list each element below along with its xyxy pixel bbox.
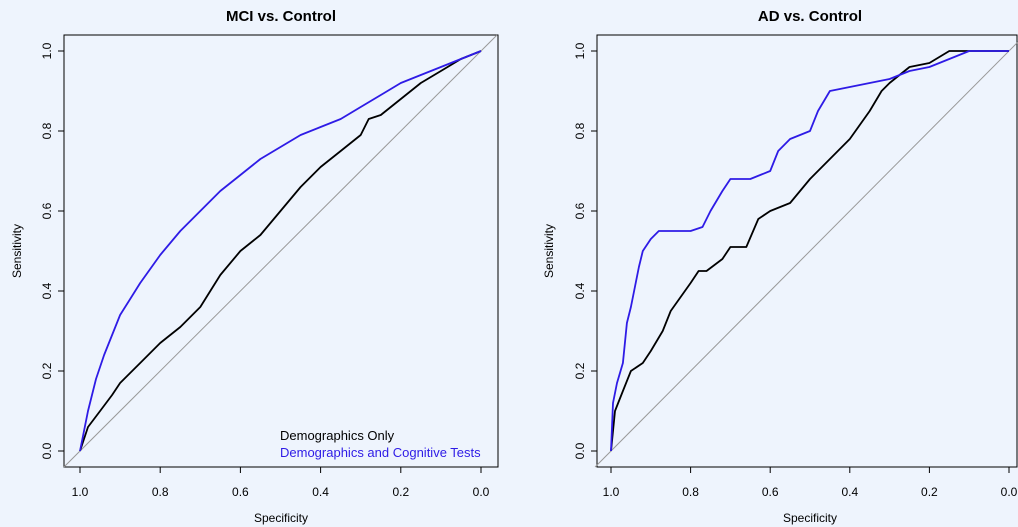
x-tick-label: 0.2: [921, 485, 938, 499]
y-tick-label: 0.0: [573, 442, 587, 459]
series-line-demographics-and-cognitive-tests: [610, 50, 1009, 452]
plot-frame: [596, 34, 1018, 468]
x-tick-label: 0.6: [762, 485, 779, 499]
x-tick-label: 0.0: [1001, 485, 1018, 499]
x-tick-label: 0.8: [682, 485, 699, 499]
y-tick-label: 0.2: [40, 362, 54, 379]
x-tick-label: 1.0: [603, 485, 620, 499]
y-tick-label: 0.4: [573, 282, 587, 299]
x-tick-label: 0.0: [473, 485, 490, 499]
x-tick-label: 0.2: [392, 485, 409, 499]
x-tick-label: 0.8: [152, 485, 169, 499]
series-line-demographics-only: [79, 50, 482, 452]
series-line-demographics-and-cognitive-tests: [79, 50, 482, 452]
y-tick-label: 0.8: [40, 122, 54, 139]
plot-frame: [63, 34, 499, 468]
chart-title: AD vs. Control: [758, 8, 862, 25]
y-tick-label: 0.4: [40, 282, 54, 299]
x-axis-label: Specificity: [254, 511, 308, 525]
y-axis-label: Sensitivity: [542, 224, 556, 278]
y-tick-label: 0.2: [573, 362, 587, 379]
legend: Demographics Only Demographics and Cogni…: [280, 428, 481, 460]
y-tick-label: 0.6: [573, 202, 587, 219]
x-tick-label: 0.4: [312, 485, 329, 499]
x-tick-label: 0.4: [841, 485, 858, 499]
legend-entry-demographics-only: Demographics Only: [280, 428, 395, 443]
series-line-demographics-only: [610, 50, 1009, 452]
x-tick-label: 1.0: [72, 485, 89, 499]
y-tick-label: 0.6: [40, 202, 54, 219]
y-axis-label: Sensitivity: [10, 224, 24, 278]
y-tick-label: 0.0: [40, 442, 54, 459]
chance-diagonal-line: [63, 34, 498, 468]
chart-panel-ad-vs-control: AD vs. Control 1.0 0.8 0.6 0.4 0.2 0.0 0.0 0.2 0…: [542, 8, 1018, 525]
x-axis-label: Specificity: [783, 511, 837, 525]
chart-panel-mci-vs-control: MCI vs. Control 1.0 0.8 0.6 0.4 0.2 0.0 0.0 0.2…: [10, 8, 499, 525]
legend-entry-demographics-and-cognitive-tests: Demographics and Cognitive Tests: [280, 445, 481, 460]
chance-diagonal-line: [594, 41, 1018, 468]
y-tick-label: 1.0: [40, 42, 54, 59]
y-tick-label: 1.0: [573, 42, 587, 59]
x-tick-label: 0.6: [232, 485, 249, 499]
chart-title: MCI vs. Control: [226, 8, 336, 25]
y-tick-label: 0.8: [573, 122, 587, 139]
